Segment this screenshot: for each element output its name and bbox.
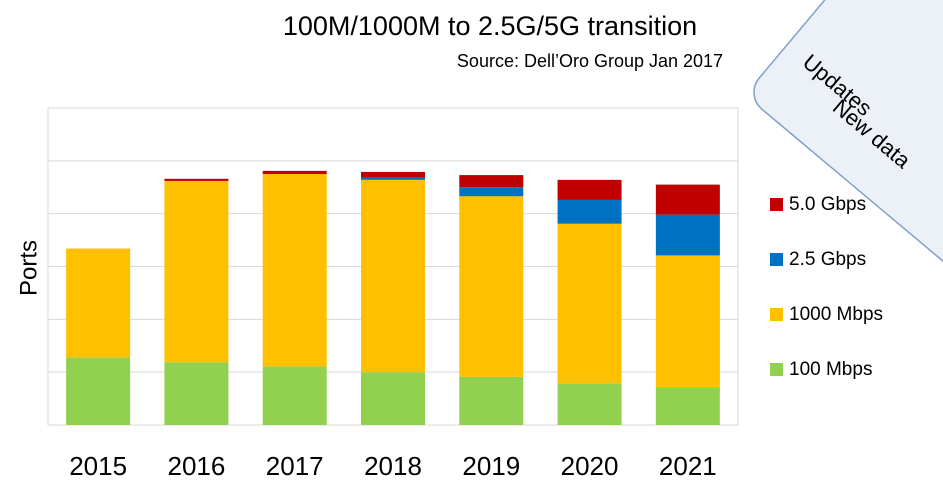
plot bbox=[48, 107, 738, 426]
x-tick-label: 2018 bbox=[364, 451, 422, 481]
bar-segment bbox=[66, 248, 131, 358]
bar-segment bbox=[262, 170, 327, 175]
bar-segment bbox=[66, 357, 131, 425]
legend-swatch bbox=[770, 253, 783, 266]
legend-swatch bbox=[770, 363, 783, 376]
bar-segment bbox=[655, 214, 720, 256]
x-tick-label: 2020 bbox=[561, 451, 619, 481]
bar-segment bbox=[459, 376, 524, 425]
bar-segment bbox=[459, 196, 524, 377]
chart-title: 100M/1000M to 2.5G/5G transition bbox=[283, 11, 697, 41]
bar-segment bbox=[459, 187, 524, 197]
legend-label: 2.5 Gbps bbox=[789, 249, 866, 270]
bar-segment bbox=[164, 362, 229, 425]
bar-segment bbox=[164, 180, 229, 363]
bar-segment bbox=[655, 388, 720, 425]
x-tick-label: 2017 bbox=[266, 451, 324, 481]
x-tick-label: 2021 bbox=[659, 451, 717, 481]
y-axis-label: Ports bbox=[15, 240, 42, 296]
bar-segment bbox=[361, 372, 425, 425]
bar-segment bbox=[262, 174, 327, 367]
bar-segment bbox=[557, 223, 622, 384]
x-tick-label: 2015 bbox=[69, 451, 127, 481]
legend: 100 Mbps 1000 Mbps 2.5 Gbps 5.0 Gbps bbox=[770, 194, 883, 380]
bar-segment bbox=[655, 255, 720, 389]
legend-swatch bbox=[770, 198, 783, 211]
callout bbox=[753, 0, 943, 357]
legend-label: 1000 Mbps bbox=[789, 304, 883, 325]
legend-label: 100 Mbps bbox=[789, 359, 872, 380]
bar-segment bbox=[557, 199, 622, 224]
bar-segment bbox=[361, 171, 425, 178]
bar-segment bbox=[557, 179, 622, 200]
x-tick-label: 2016 bbox=[168, 451, 226, 481]
bar-segment bbox=[459, 175, 524, 188]
bar-segment bbox=[557, 383, 622, 425]
legend-swatch bbox=[770, 308, 783, 321]
bar-segment bbox=[361, 179, 425, 373]
bar-segment bbox=[361, 177, 425, 180]
callout-box bbox=[753, 0, 943, 357]
bar-segment bbox=[164, 178, 229, 181]
bar-segment bbox=[655, 184, 720, 215]
x-tick-label: 2019 bbox=[462, 451, 520, 481]
legend-label: 5.0 Gbps bbox=[789, 194, 866, 215]
chart-subtitle: Source: Dell’Oro Group Jan 2017 bbox=[457, 51, 723, 71]
bar-segment bbox=[262, 366, 327, 425]
